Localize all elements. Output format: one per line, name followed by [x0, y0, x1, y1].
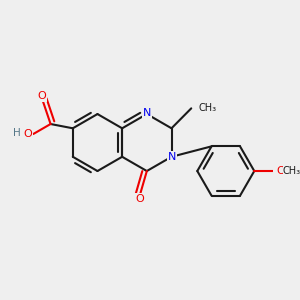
Text: O: O	[135, 194, 144, 204]
Text: N: N	[168, 152, 176, 162]
Text: CH₃: CH₃	[283, 166, 300, 176]
Text: N: N	[142, 108, 151, 118]
Text: O: O	[23, 129, 32, 139]
Text: CH₃: CH₃	[198, 103, 216, 112]
Text: H: H	[13, 128, 20, 138]
Text: O: O	[38, 91, 46, 101]
Text: O: O	[277, 166, 286, 176]
